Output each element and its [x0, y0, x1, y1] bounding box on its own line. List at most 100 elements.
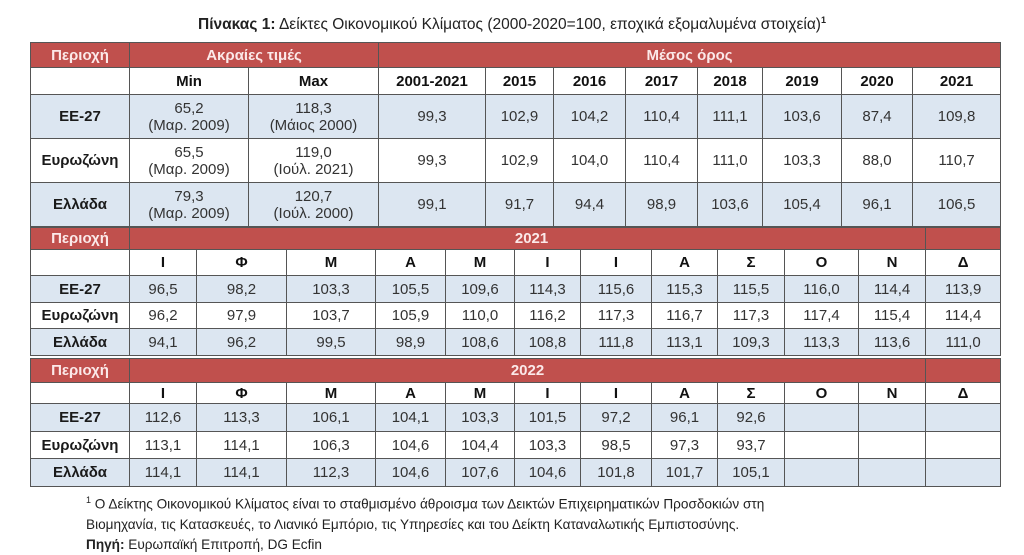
min-cell: 65,5 (Μαρ. 2009): [129, 138, 249, 183]
header-average: Μέσος όρος: [377, 42, 1002, 68]
header-region: Περιοχή: [30, 358, 130, 383]
subheader-max: Max: [248, 67, 379, 95]
month-header: Ν: [857, 249, 927, 276]
max-value: 120,7: [294, 187, 333, 205]
month-header: Δ: [925, 249, 1002, 276]
value-cell: 107,6: [445, 458, 515, 487]
min-value: 79,3: [174, 187, 204, 205]
value-cell: 104,6: [375, 458, 446, 487]
value-cell: 115,3: [651, 275, 718, 303]
value-cell: 103,3: [286, 275, 376, 303]
subheader-year: 2018: [697, 67, 763, 95]
value-cell: 114,3: [514, 275, 581, 303]
value-cell: 113,9: [925, 275, 1002, 303]
min-value: 65,5: [174, 143, 204, 161]
region-name: Ευρωζώνη: [30, 302, 130, 329]
value-cell: 111,8: [580, 328, 652, 356]
value-cell: 105,5: [375, 275, 446, 303]
table-row: Ελλάδα 94,1 96,2 99,5 98,9 108,6 108,8 1…: [30, 328, 1002, 356]
header-empty: [925, 358, 1001, 383]
value-cell: 117,3: [580, 302, 652, 329]
month-header: Μ: [445, 249, 515, 276]
value-cell: 109,3: [717, 328, 785, 356]
footnote-mark: 1: [820, 15, 826, 25]
subheader-year: 2017: [625, 67, 698, 95]
max-date: (Ιούλ. 2021): [273, 160, 354, 178]
value-cell: 97,2: [580, 403, 652, 432]
value-cell: 104,6: [514, 458, 581, 487]
footnote: 1 Ο Δείκτης Οικονομικού Κλίματος είναι τ…: [86, 490, 764, 555]
month-header: Μ: [286, 382, 376, 404]
value-cell: 88,0: [841, 138, 913, 183]
footnote-mark: 1: [86, 495, 92, 505]
value-cell: 113,3: [784, 328, 859, 356]
value-cell: 104,1: [375, 403, 446, 432]
month-header: Ο: [784, 382, 859, 404]
value-cell: 113,1: [129, 431, 197, 459]
value-cell: 96,1: [651, 403, 718, 432]
region-name: Ελλάδα: [30, 182, 130, 227]
month-header: Μ: [286, 249, 376, 276]
header-year: 2021: [128, 227, 927, 250]
value-cell: 114,1: [129, 458, 197, 487]
source-text: Ευρωπαϊκή Επιτροπή, DG Ecfin: [124, 536, 322, 552]
table-row: Ευρωζώνη 96,2 97,9 103,7 105,9 110,0 116…: [30, 302, 1002, 329]
value-cell: 104,4: [445, 431, 515, 459]
value-cell: 101,5: [514, 403, 581, 432]
value-cell: 103,3: [445, 403, 515, 432]
month-header: Α: [651, 382, 718, 404]
footnote-line-1: 1 Ο Δείκτης Οικονομικού Κλίματος είναι τ…: [86, 490, 764, 515]
value-cell: 112,6: [129, 403, 197, 432]
value-cell: [858, 403, 926, 432]
averages-table: Περιοχή Ακραίες τιμές Μέσος όρος Min Max…: [30, 42, 1002, 227]
value-cell: 110,0: [445, 302, 515, 329]
value-cell: 115,5: [717, 275, 785, 303]
table-row: Ευρωζώνη 65,5 (Μαρ. 2009) 119,0 (Ιούλ. 202…: [30, 138, 1002, 183]
table-row: ΕΕ-27 96,5 98,2 103,3 105,5 109,6 114,3 …: [30, 275, 1002, 303]
value-cell: 113,6: [857, 328, 927, 356]
value-cell: [784, 403, 859, 432]
value-cell: 114,1: [196, 431, 287, 459]
month-header: Α: [375, 249, 446, 276]
table-title-label: Πίνακας 1:: [198, 16, 276, 34]
value-cell: 104,0: [553, 138, 626, 183]
value-cell: 104,6: [375, 431, 446, 459]
value-cell: 111,0: [925, 328, 1002, 356]
value-cell: 96,1: [841, 182, 913, 227]
month-header: Φ: [196, 249, 287, 276]
value-cell: 103,6: [697, 182, 763, 227]
source-label: Πηγή:: [86, 536, 125, 552]
value-cell: 99,3: [378, 94, 486, 139]
value-cell: 105,9: [375, 302, 446, 329]
max-date: (Ιούλ. 2000): [273, 204, 354, 222]
value-cell: 103,7: [286, 302, 376, 329]
table-row: Ελλάδα 114,1 114,1 112,3 104,6 107,6 104…: [30, 458, 1001, 487]
value-cell: 109,6: [445, 275, 515, 303]
month-header: Ι: [514, 382, 581, 404]
value-cell: [784, 458, 859, 487]
month-header: Ι: [580, 249, 652, 276]
value-cell: 102,9: [485, 94, 554, 139]
value-cell: 96,2: [129, 302, 197, 329]
min-cell: 65,2 (Μαρ. 2009): [129, 94, 249, 139]
value-cell: [858, 458, 926, 487]
subheader-empty: [30, 249, 130, 276]
subheader-year: 2020: [841, 67, 913, 95]
value-cell: [784, 431, 859, 459]
month-header: Ο: [784, 249, 859, 276]
month-header: Ι: [129, 382, 197, 404]
value-cell: 98,9: [375, 328, 446, 356]
value-cell: 115,4: [857, 302, 927, 329]
value-cell: 116,2: [514, 302, 581, 329]
footnote-text: Ο Δείκτης Οικονομικού Κλίματος είναι το …: [94, 496, 765, 512]
subheader-empty: [30, 382, 130, 404]
subheader-year: 2015: [485, 67, 554, 95]
month-header: Ι: [514, 249, 581, 276]
month-header: Σ: [717, 249, 785, 276]
value-cell: 101,8: [580, 458, 652, 487]
table-row: Ευρωζώνη 113,1 114,1 106,3 104,6 104,4 1…: [30, 431, 1001, 459]
value-cell: 87,4: [841, 94, 913, 139]
value-cell: 99,1: [378, 182, 486, 227]
table-title-text: Δείκτες Οικονομικού Κλίματος (2000-2020=…: [275, 16, 821, 34]
value-cell: 94,4: [553, 182, 626, 227]
